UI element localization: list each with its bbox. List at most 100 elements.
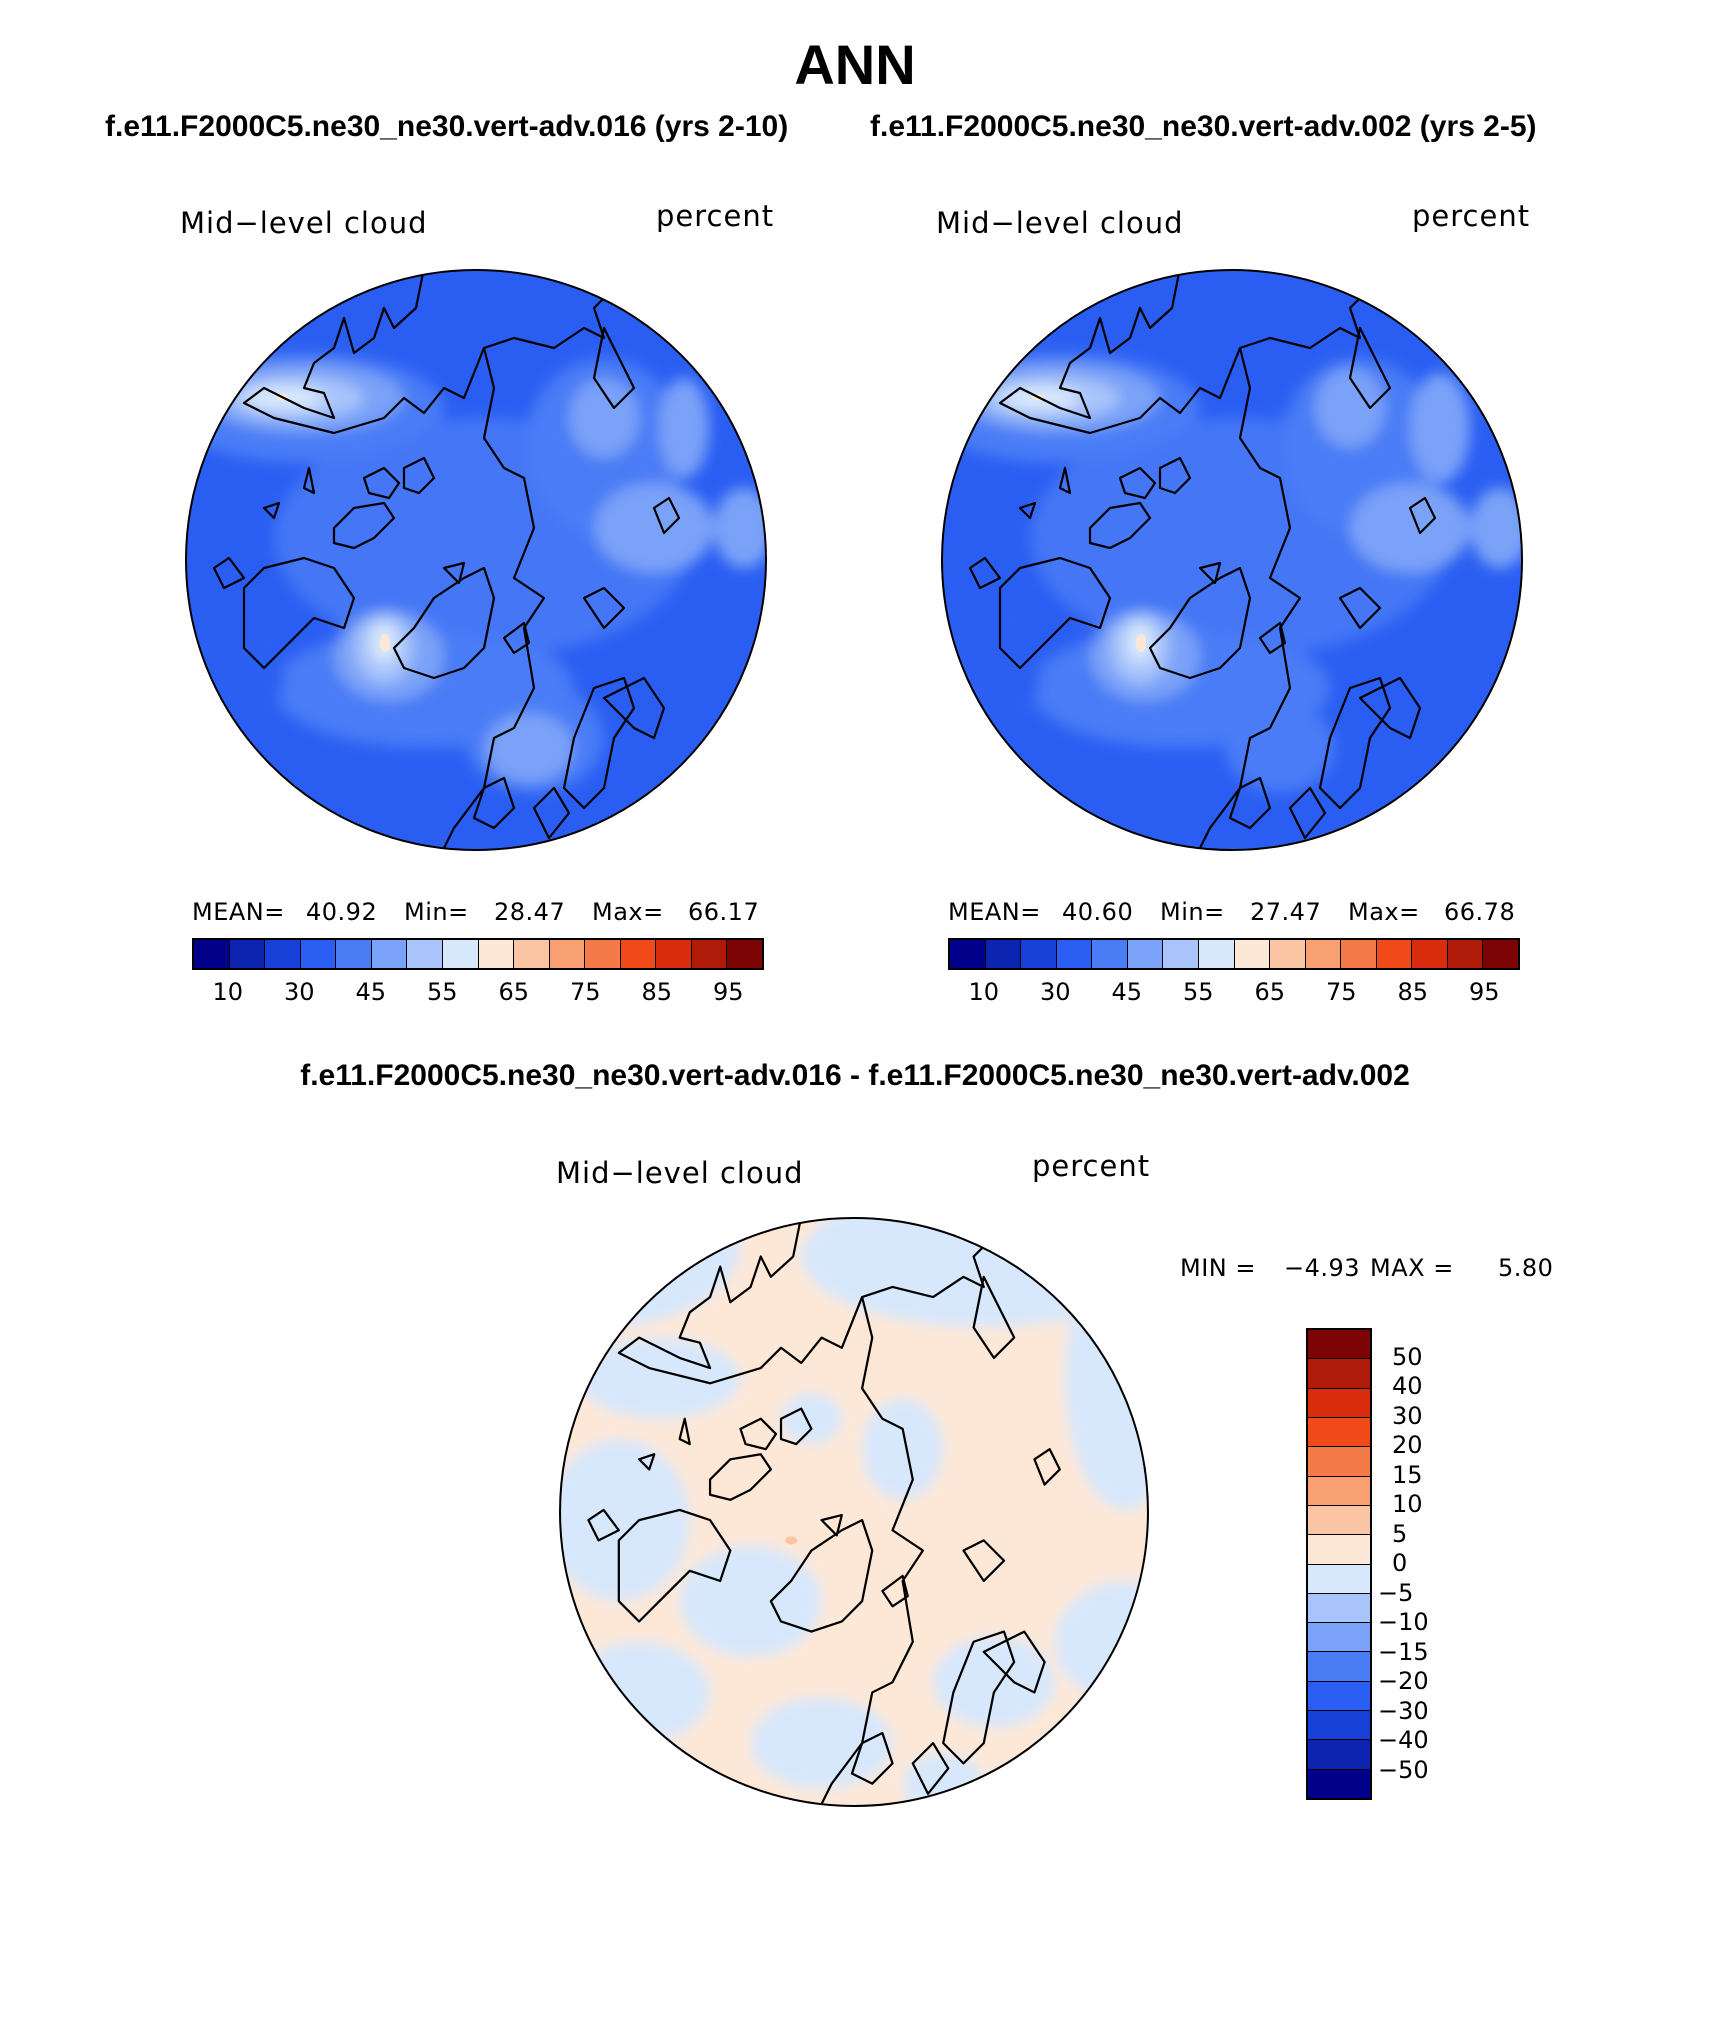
- colorbar-tick-label: −15: [1378, 1637, 1429, 1666]
- colorbar-swatch: [407, 940, 443, 968]
- colorbar-swatch: [371, 940, 408, 968]
- colorbar-swatch: [1308, 1388, 1370, 1418]
- colorbar-swatch: [1308, 1681, 1370, 1712]
- panel-b-mean-label: MEAN=: [948, 898, 1041, 926]
- colorbar-swatch: [1127, 940, 1164, 968]
- colorbar-swatch: [1270, 940, 1306, 968]
- colorbar-swatch: [1308, 1505, 1370, 1536]
- colorbar-tick-label: 15: [1392, 1460, 1423, 1489]
- colorbar-swatch: [1305, 940, 1342, 968]
- colorbar-swatch: [1308, 1476, 1370, 1506]
- colorbar-swatch: [478, 940, 515, 968]
- colorbar-tick-label: 10: [968, 978, 1000, 1006]
- diff-max-label: MAX =: [1370, 1254, 1454, 1282]
- colorbar-tick-label: 55: [1182, 978, 1214, 1006]
- colorbar-swatch: [1308, 1652, 1370, 1682]
- colorbar-tick-label: −10: [1378, 1608, 1429, 1636]
- case-a-title: f.e11.F2000C5.ne30_ne30.vert-adv.016 (yr…: [105, 110, 789, 143]
- colorbar-swatch: [620, 940, 657, 968]
- colorbar-swatch: [656, 940, 692, 968]
- panel-a-max-value: 66.17: [688, 898, 760, 926]
- colorbar-tick-label: 65: [1254, 978, 1286, 1006]
- colorbar-swatch: [1308, 1593, 1370, 1624]
- colorbar-tick-label: 40: [1392, 1372, 1423, 1400]
- colorbar-tick-label: 75: [569, 978, 601, 1006]
- diff-map: [559, 1217, 1149, 1807]
- panel-b-units-label: percent: [1412, 199, 1531, 233]
- colorbar-swatch: [1308, 1359, 1370, 1389]
- colorbar-swatch: [1163, 940, 1199, 968]
- panel-b-min-value: 27.47: [1250, 898, 1322, 926]
- colorbar-swatch: [1056, 940, 1093, 968]
- colorbar-tick-label: 10: [1392, 1490, 1423, 1518]
- colorbar-swatch: [1308, 1564, 1370, 1594]
- colorbar-swatch: [1021, 940, 1057, 968]
- diff-units-label: percent: [1032, 1149, 1151, 1183]
- colorbar-tick-label: 30: [1039, 978, 1071, 1006]
- colorbar-tick-label: 85: [641, 978, 673, 1006]
- colorbar-swatch: [1308, 1623, 1370, 1653]
- colorbar-swatch: [1308, 1330, 1370, 1360]
- case-b-title: f.e11.F2000C5.ne30_ne30.vert-adv.002 (yr…: [870, 110, 1537, 143]
- colorbar-tick-label: −40: [1378, 1726, 1429, 1754]
- colorbar-swatch: [1447, 940, 1484, 968]
- colorbar-tick-label: 50: [1392, 1342, 1423, 1371]
- colorbar-swatch: [229, 940, 266, 968]
- colorbar-swatch: [985, 940, 1022, 968]
- panel-a-variable-label: Mid−level cloud: [180, 206, 428, 240]
- panel-a-mean-value: 40.92: [306, 898, 378, 926]
- colorbar-swatch: [691, 940, 728, 968]
- colorbar-tick-label: 55: [426, 978, 458, 1006]
- panel-a-min-label: Min=: [404, 898, 469, 926]
- panel-a-min-value: 28.47: [494, 898, 566, 926]
- colorbar-swatch: [585, 940, 621, 968]
- colorbar-tick-label: 30: [1392, 1401, 1423, 1430]
- colorbar-tick-label: −50: [1378, 1755, 1429, 1784]
- colorbar-tick-label: 0: [1392, 1549, 1408, 1577]
- colorbar-tick-label: 20: [1392, 1431, 1423, 1459]
- panel-b-min-label: Min=: [1160, 898, 1225, 926]
- colorbar-swatch: [300, 940, 337, 968]
- colorbar-swatch: [1308, 1740, 1370, 1770]
- colorbar-tick-label: 75: [1325, 978, 1357, 1006]
- diff-variable-label: Mid−level cloud: [556, 1156, 804, 1190]
- diff-title: f.e11.F2000C5.ne30_ne30.vert-adv.016 - f…: [300, 1059, 1410, 1092]
- colorbar-swatch: [1376, 940, 1413, 968]
- colorbar-tick-label: 85: [1397, 978, 1429, 1006]
- colorbar-swatch: [1234, 940, 1271, 968]
- panel-a-colorbar: [192, 938, 764, 970]
- panel-a-max-label: Max=: [592, 898, 664, 926]
- colorbar-swatch: [1308, 1447, 1370, 1477]
- panel-b-map: [941, 269, 1523, 851]
- colorbar-swatch: [336, 940, 372, 968]
- diff-colorbar: [1306, 1328, 1372, 1800]
- panel-b-mean-value: 40.60: [1062, 898, 1134, 926]
- colorbar-tick-label: 45: [355, 978, 387, 1006]
- colorbar-swatch: [727, 940, 762, 968]
- colorbar-swatch: [1092, 940, 1128, 968]
- panel-a-units-label: percent: [656, 199, 775, 233]
- colorbar-tick-label: 95: [712, 978, 744, 1006]
- panel-b-variable-label: Mid−level cloud: [936, 206, 1184, 240]
- colorbar-tick-label: 10: [212, 978, 244, 1006]
- colorbar-tick-label: 30: [283, 978, 315, 1006]
- colorbar-swatch: [1198, 940, 1235, 968]
- colorbar-swatch: [1412, 940, 1448, 968]
- colorbar-swatch: [1483, 940, 1518, 968]
- colorbar-swatch: [950, 940, 986, 968]
- colorbar-tick-label: −20: [1378, 1667, 1429, 1695]
- panel-a-mean-label: MEAN=: [192, 898, 285, 926]
- colorbar-tick-label: 5: [1392, 1519, 1408, 1548]
- page-title: ANN: [794, 33, 916, 96]
- colorbar-swatch: [194, 940, 230, 968]
- colorbar-swatch: [549, 940, 586, 968]
- colorbar-tick-label: 65: [498, 978, 530, 1006]
- colorbar-swatch: [1308, 1417, 1370, 1448]
- panel-b-colorbar: [948, 938, 1520, 970]
- colorbar-tick-label: −30: [1378, 1696, 1429, 1725]
- panel-b-max-label: Max=: [1348, 898, 1420, 926]
- colorbar-swatch: [265, 940, 301, 968]
- diff-min-value: −4.93: [1284, 1254, 1361, 1282]
- panel-a-map: [185, 269, 767, 851]
- colorbar-swatch: [1341, 940, 1377, 968]
